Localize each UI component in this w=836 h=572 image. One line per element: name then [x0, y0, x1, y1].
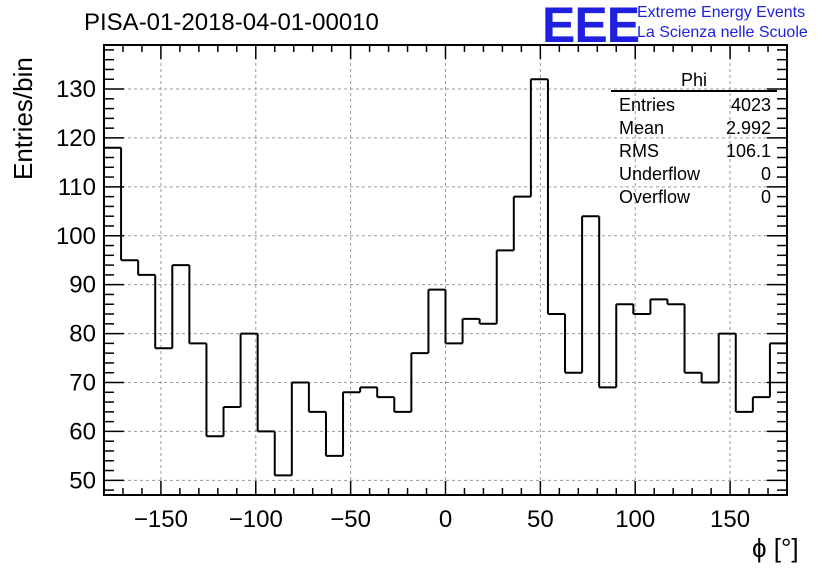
- stats-row-rms: RMS 106.1: [611, 140, 777, 163]
- stats-value: 4023: [730, 95, 771, 115]
- plot-title: PISA-01-2018-04-01-00010: [84, 9, 379, 36]
- stats-row-mean: Mean 2.992: [611, 117, 777, 140]
- histogram-series: [104, 78, 787, 477]
- stats-label: Underflow: [619, 164, 701, 184]
- stats-row-entries: Entries 4023: [611, 94, 777, 117]
- stats-label: Overflow: [619, 187, 691, 207]
- stats-label: Entries: [619, 95, 676, 115]
- stats-box: Phi Entries 4023 Mean 2.992 RMS 106.1 Un…: [611, 70, 777, 209]
- x-tick-label: 150: [710, 506, 750, 533]
- x-tick-label: −150: [134, 506, 188, 533]
- stats-label: Mean: [619, 118, 665, 138]
- x-tick-label: −50: [330, 506, 371, 533]
- y-tick-label: 130: [56, 76, 96, 103]
- plot-frame: [103, 44, 788, 496]
- stats-divider: [611, 90, 777, 92]
- stats-title: Phi: [680, 70, 707, 90]
- y-tick-label: 70: [69, 370, 96, 397]
- stats-value: 106.1: [725, 141, 771, 161]
- y-tick-label: 90: [69, 272, 96, 299]
- x-tick-label: 0: [439, 506, 452, 533]
- x-tick-label: 100: [615, 506, 655, 533]
- brand-line-2: La Scienza nelle Scuole: [637, 24, 808, 41]
- brand-line-1: Extreme Energy Events: [637, 4, 806, 21]
- axis-ticks: [103, 45, 788, 495]
- x-axis-label: ϕ [°]: [752, 533, 799, 563]
- y-tick-label: 80: [69, 321, 96, 348]
- stats-value: 0: [760, 164, 771, 184]
- stats-value: 0: [760, 187, 771, 207]
- y-tick-label: 50: [69, 467, 96, 494]
- x-tick-label: −100: [229, 506, 283, 533]
- stats-label: RMS: [619, 141, 659, 161]
- grid-lines: [104, 45, 787, 495]
- y-axis-label: Entries/bin: [8, 57, 38, 180]
- stats-row-overflow: Overflow 0: [611, 186, 777, 209]
- axis-tick-labels: −150 −100 −50 0 50 100 150 50 60 70 80 90 100 110 120 1…: [56, 76, 750, 533]
- stats-row-underflow: Underflow 0: [611, 163, 777, 186]
- eee-logo: EEE: [542, 0, 640, 53]
- y-tick-label: 60: [69, 418, 96, 445]
- x-tick-label: 50: [527, 506, 554, 533]
- stats-value: 2.992: [725, 118, 771, 138]
- y-tick-label: 100: [56, 223, 96, 250]
- y-tick-label: 110: [58, 174, 96, 201]
- y-tick-label: 120: [56, 125, 96, 152]
